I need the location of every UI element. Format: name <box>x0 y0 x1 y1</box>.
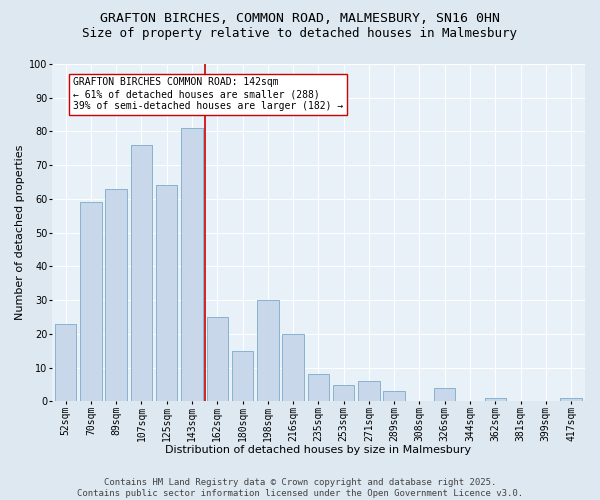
Bar <box>181 128 203 402</box>
Bar <box>257 300 278 402</box>
Text: Contains HM Land Registry data © Crown copyright and database right 2025.
Contai: Contains HM Land Registry data © Crown c… <box>77 478 523 498</box>
Bar <box>485 398 506 402</box>
Bar <box>383 392 405 402</box>
Bar <box>232 351 253 402</box>
Text: GRAFTON BIRCHES COMMON ROAD: 142sqm
← 61% of detached houses are smaller (288)
3: GRAFTON BIRCHES COMMON ROAD: 142sqm ← 61… <box>73 78 343 110</box>
Bar <box>308 374 329 402</box>
Bar <box>80 202 101 402</box>
Bar <box>156 186 178 402</box>
Y-axis label: Number of detached properties: Number of detached properties <box>15 145 25 320</box>
Bar <box>283 334 304 402</box>
X-axis label: Distribution of detached houses by size in Malmesbury: Distribution of detached houses by size … <box>165 445 472 455</box>
Bar <box>55 324 76 402</box>
Text: GRAFTON BIRCHES, COMMON ROAD, MALMESBURY, SN16 0HN: GRAFTON BIRCHES, COMMON ROAD, MALMESBURY… <box>100 12 500 26</box>
Bar <box>333 384 355 402</box>
Bar <box>106 189 127 402</box>
Bar <box>358 381 380 402</box>
Bar <box>206 317 228 402</box>
Bar <box>434 388 455 402</box>
Text: Size of property relative to detached houses in Malmesbury: Size of property relative to detached ho… <box>83 28 517 40</box>
Bar <box>131 145 152 402</box>
Bar <box>560 398 582 402</box>
